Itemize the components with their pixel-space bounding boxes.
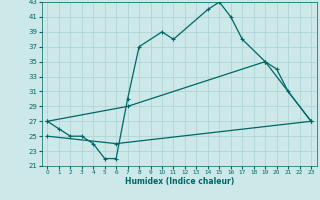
X-axis label: Humidex (Indice chaleur): Humidex (Indice chaleur)	[124, 177, 234, 186]
